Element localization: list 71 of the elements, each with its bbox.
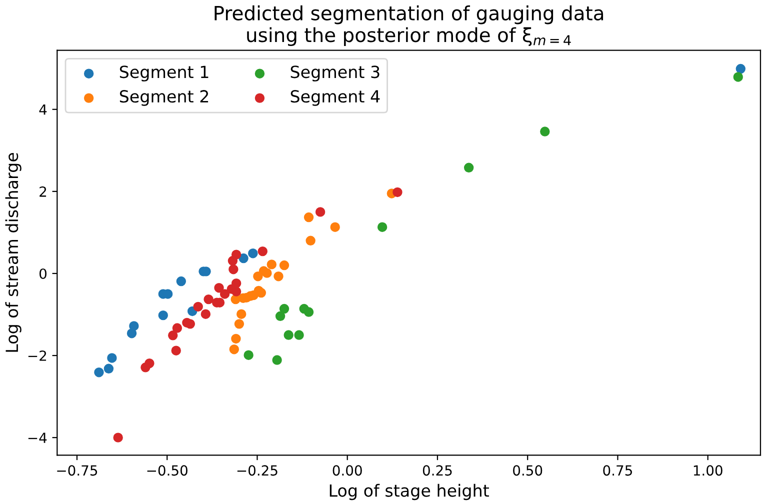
point (229, 344, 240, 354)
point (294, 330, 304, 340)
point (306, 236, 316, 246)
point (736, 64, 746, 74)
y-tick-label: 4 (39, 104, 47, 115)
point (377, 222, 388, 232)
point (171, 346, 181, 356)
point (204, 294, 214, 304)
point (540, 126, 550, 136)
legend-label: Segment 2 (120, 90, 208, 106)
point (144, 358, 154, 368)
point (330, 222, 340, 232)
x-tick-label: 1.00 (694, 465, 722, 476)
point (733, 72, 743, 82)
x-tick-label: 0.25 (422, 465, 452, 476)
point (200, 309, 211, 319)
point (238, 253, 248, 264)
point (272, 355, 282, 365)
point (258, 246, 268, 256)
x-tick-label: −0.50 (147, 465, 188, 476)
chart-title: Predicted segmentation of gauging data using the posterior mode of ξ$_{m=4}$ (214, 5, 604, 46)
legend-label: Segment 3 (290, 66, 380, 82)
point (304, 212, 314, 222)
point (113, 432, 123, 442)
y-tick-label: 0 (40, 268, 47, 279)
point (279, 304, 290, 314)
y-tick-label: −4 (28, 432, 47, 443)
point (236, 309, 246, 319)
point (172, 323, 182, 333)
point (284, 330, 294, 340)
x-tick-label: 0.50 (513, 465, 542, 476)
point (214, 282, 224, 293)
point (304, 307, 314, 317)
y-axis-title: Log of stream discharge (5, 152, 22, 352)
point (266, 260, 277, 270)
point (107, 353, 117, 363)
point (464, 162, 474, 172)
point (234, 319, 244, 329)
point (248, 248, 258, 258)
point (279, 260, 290, 270)
x-tick-label: −0.25 (237, 465, 278, 476)
point (231, 286, 242, 296)
point (275, 311, 286, 321)
point (94, 367, 104, 378)
legend-label: Segment 1 (120, 66, 208, 82)
point (220, 289, 230, 299)
point (228, 264, 238, 274)
point (129, 321, 139, 331)
x-tick-label: 0.75 (603, 465, 632, 476)
point (274, 271, 284, 282)
point (262, 268, 272, 278)
point (231, 278, 242, 288)
x-tick-label: 0.00 (332, 465, 362, 476)
point (244, 350, 254, 360)
point (253, 271, 263, 282)
point (126, 328, 137, 338)
point (104, 364, 114, 374)
y-tick-label: 2 (40, 186, 46, 197)
point (231, 334, 241, 344)
point (176, 276, 186, 286)
point (231, 250, 242, 260)
point (315, 207, 326, 217)
point (230, 294, 240, 304)
point (193, 302, 203, 312)
point (168, 330, 178, 340)
x-tick-label: −0.75 (57, 465, 98, 476)
x-axis-title: Log of stage height (330, 484, 489, 500)
y-tick-label: −2 (28, 350, 46, 361)
legend-label: Segment 4 (290, 90, 380, 106)
point (158, 310, 168, 320)
point (392, 187, 402, 198)
